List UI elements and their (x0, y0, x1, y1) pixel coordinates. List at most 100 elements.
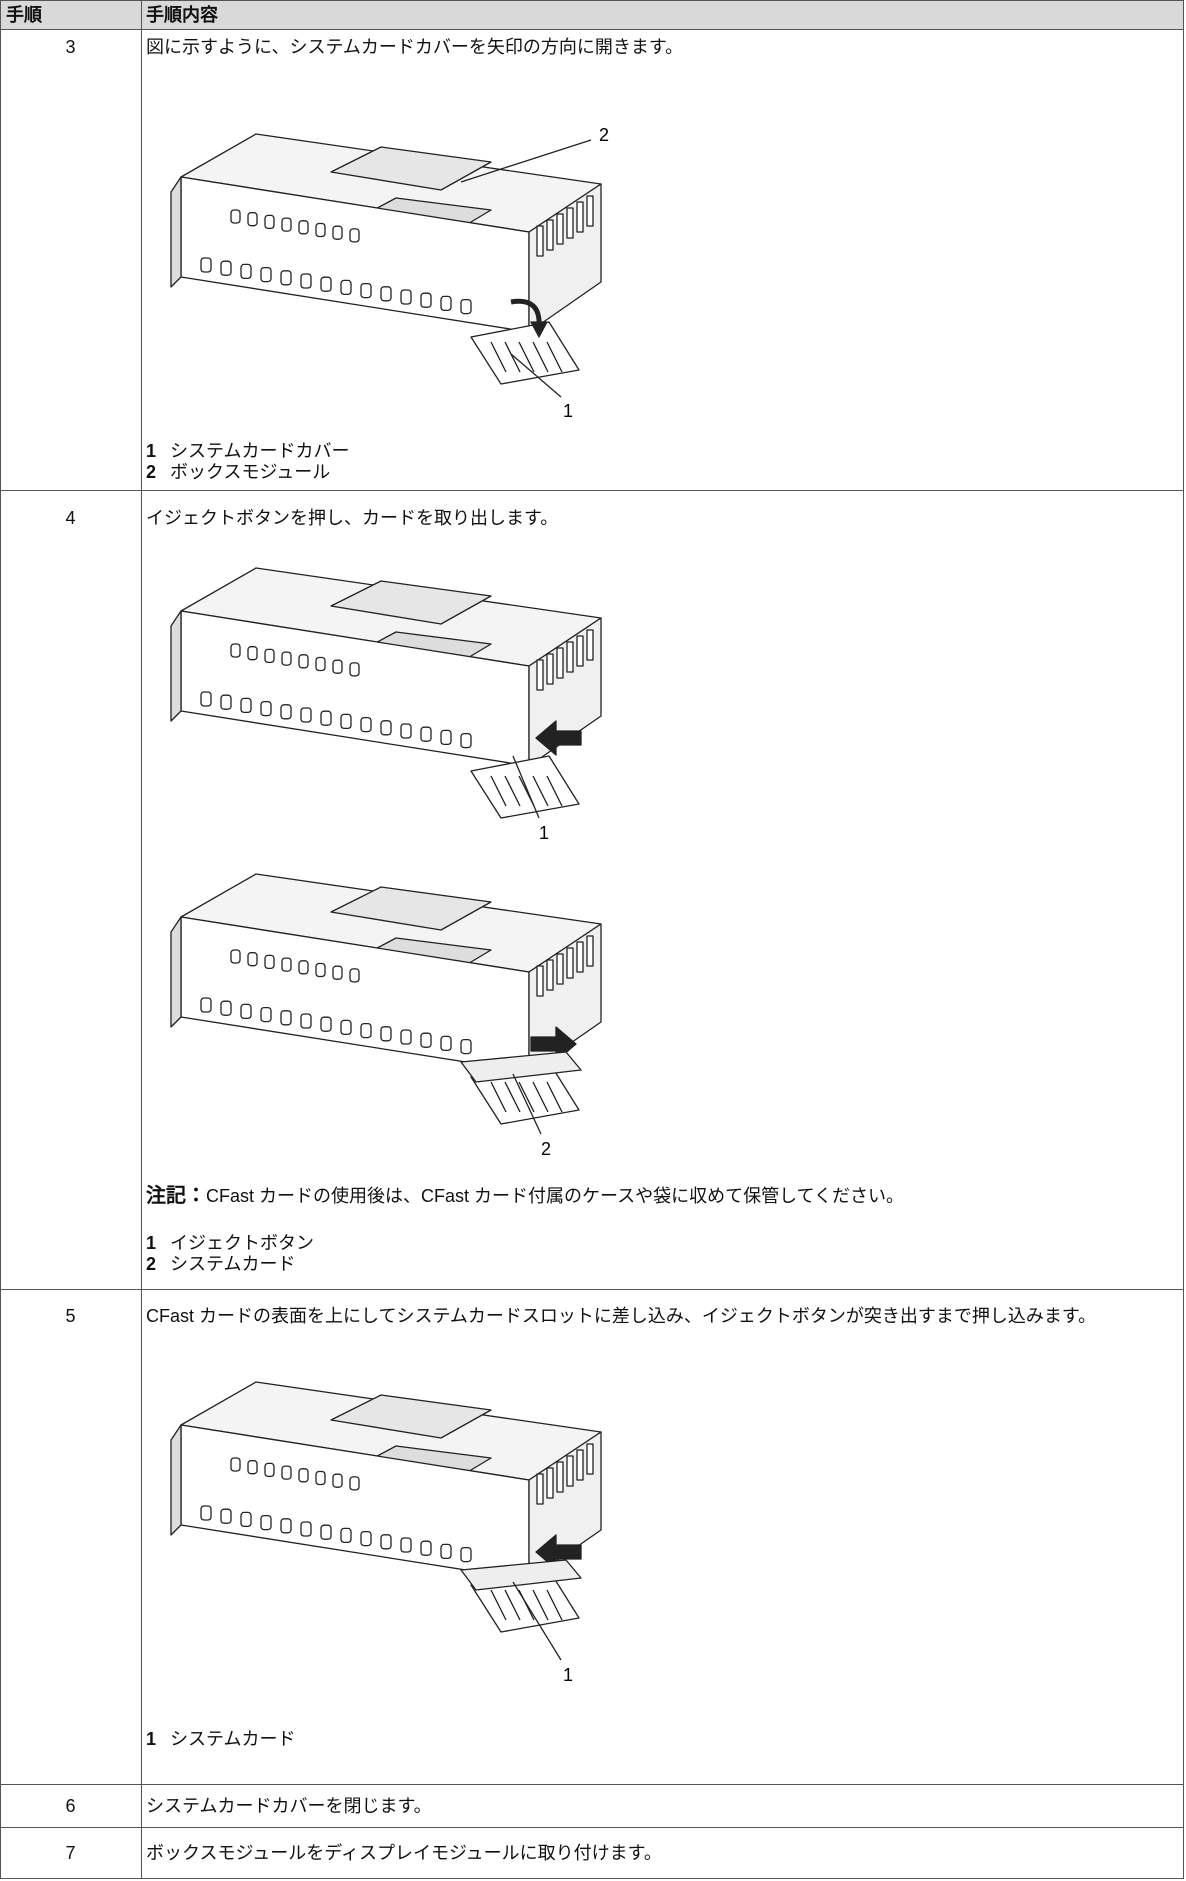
column-border (0, 0, 1, 1879)
callout-number: 2 (599, 125, 609, 145)
callout-number: 1 (563, 1665, 573, 1685)
vent-slot (240, 1511, 252, 1528)
vent-slot (340, 1527, 352, 1544)
device-rim (170, 1424, 182, 1536)
note: 注記：CFast カードの使用後は、CFast カード付属のケースや袋に収めて保… (146, 1183, 904, 1209)
bracket-rib (490, 1081, 507, 1113)
bracket-rib (546, 341, 563, 373)
vent-slot (280, 1010, 292, 1026)
vent-slot (240, 697, 252, 714)
device-illustration (170, 1381, 602, 1633)
vent-slot (281, 1465, 292, 1480)
side-slot (536, 659, 544, 691)
vent-slot (264, 648, 275, 664)
legend-label: システムカード (170, 1729, 296, 1749)
vent-slot (315, 656, 326, 672)
device-rim (170, 176, 182, 288)
side-slot (586, 195, 594, 227)
vent-slot (380, 1026, 392, 1042)
callout-line (512, 755, 540, 819)
side-slot (576, 1449, 584, 1481)
side-slot (576, 635, 584, 667)
bracket-rib (546, 1589, 563, 1621)
vent-slot (460, 732, 472, 749)
vent-slot (260, 1006, 272, 1023)
vent-slot (340, 1019, 352, 1036)
bracket-rib (504, 1589, 521, 1621)
side-slot (536, 1473, 544, 1505)
vent-slot (264, 954, 275, 970)
vent-slot (220, 1000, 232, 1016)
vent-slot (400, 1537, 412, 1553)
vent-slot (260, 700, 272, 717)
vent-slot (240, 263, 252, 280)
vent-slot (420, 726, 432, 742)
side-slot (566, 641, 574, 673)
side-slot (556, 1461, 564, 1493)
column-border (1183, 0, 1184, 1879)
callout-number: 2 (541, 1139, 551, 1159)
bracket-rib (490, 775, 507, 807)
vent-slot (400, 1029, 412, 1045)
vent-slot (264, 214, 275, 230)
vent-slot (230, 643, 241, 658)
row-border (0, 1827, 1184, 1828)
vent-slot (300, 1013, 312, 1029)
side-slot (576, 941, 584, 973)
vent-slot (247, 952, 258, 967)
side-slot (556, 647, 564, 679)
vent-slot (460, 1546, 472, 1563)
vent-slot (349, 1476, 360, 1491)
vent-slot (360, 1022, 372, 1039)
vent-slot (340, 279, 352, 296)
note-text: CFast カードの使用後は、CFast カード付属のケースや袋に収めて保管して… (206, 1186, 905, 1206)
vent-slot (349, 228, 360, 243)
vent-slot (332, 1473, 343, 1488)
vent-slot (420, 1540, 432, 1556)
vent-slot (420, 292, 432, 308)
vent-slot (320, 1016, 332, 1032)
vent-slot (440, 1543, 452, 1560)
vent-slot (298, 1468, 309, 1483)
device-illustration (170, 133, 602, 385)
side-slot (556, 213, 564, 245)
header-step: 手順 (6, 5, 42, 25)
figure: 2 (170, 873, 602, 1159)
step-text: 図に示すように、システムカードカバーを矢印の方向に開きます。 (146, 37, 684, 57)
vent-slot (247, 1460, 258, 1475)
side-slot (556, 953, 564, 985)
vent-slot (247, 646, 258, 661)
vent-slot (315, 962, 326, 978)
step-text: システムカードカバーを閉じます。 (146, 1796, 432, 1816)
bracket-rib (518, 341, 535, 373)
bracket-rib (490, 341, 507, 373)
vent-slot (298, 960, 309, 975)
device-panel (330, 1394, 492, 1439)
bracket-rib (532, 1589, 549, 1621)
card (460, 1051, 582, 1083)
callout-line (510, 353, 562, 398)
vent-slot (300, 1521, 312, 1537)
vent-slot (380, 286, 392, 302)
callout-line (512, 1581, 562, 1661)
vent-slot (247, 212, 258, 227)
step-number: 5 (65, 1306, 76, 1326)
step-text: イジェクトボタンを押し、カードを取り出します。 (146, 508, 559, 528)
vent-slot (280, 1518, 292, 1534)
vent-slot (332, 965, 343, 980)
legend-number: 1 (146, 1233, 157, 1253)
vent-slot (349, 968, 360, 983)
note-label: 注記： (146, 1185, 206, 1207)
callout-number: 1 (539, 823, 549, 843)
row-border (0, 490, 1184, 491)
vent-slot (360, 716, 372, 733)
step-number: 6 (65, 1796, 76, 1816)
bracket-rib (518, 1081, 535, 1113)
vent-slot (240, 1003, 252, 1020)
vent-slot (440, 729, 452, 746)
bracket-rib (504, 775, 521, 807)
legend-number: 1 (146, 1729, 157, 1749)
figure: 1 (170, 1381, 602, 1685)
device-panel (330, 580, 492, 625)
device-illustration (170, 567, 602, 819)
